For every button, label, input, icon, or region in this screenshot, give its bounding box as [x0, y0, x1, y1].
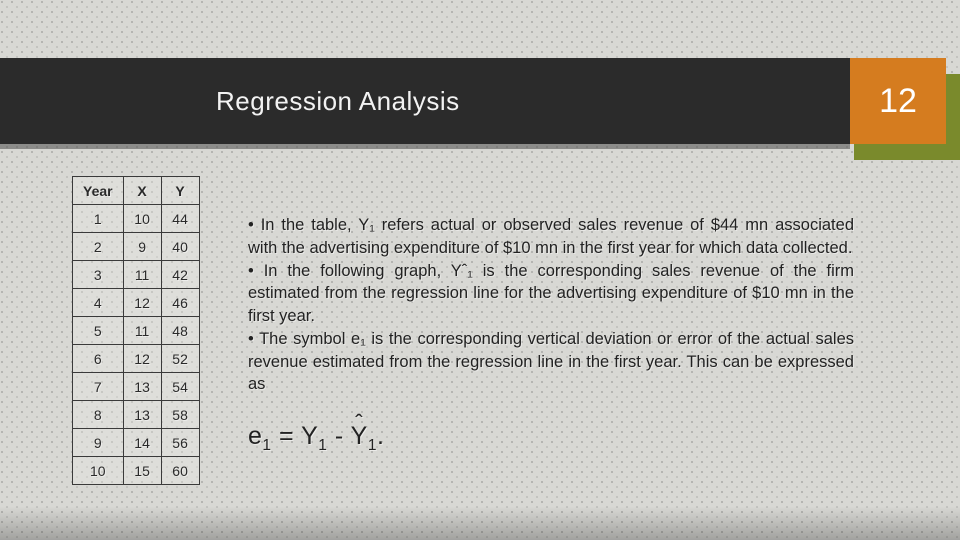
table-cell: 9 — [123, 233, 161, 261]
table-cell: 58 — [161, 401, 199, 429]
table-cell: 4 — [73, 289, 124, 317]
table-row: 2940 — [73, 233, 200, 261]
eq-rhs1-sub: 1 — [318, 437, 327, 454]
table-cell: 52 — [161, 345, 199, 373]
eq-rhs1-var: Y — [301, 422, 318, 450]
table-row: 51148 — [73, 317, 200, 345]
table-row: 91456 — [73, 429, 200, 457]
equation: e1 = Y1 - Y1. — [248, 422, 384, 455]
table-cell: 11 — [123, 261, 161, 289]
table-cell: 10 — [73, 457, 124, 485]
table-cell: 15 — [123, 457, 161, 485]
table-cell: 48 — [161, 317, 199, 345]
table-cell: 46 — [161, 289, 199, 317]
table-row: 61252 — [73, 345, 200, 373]
table-cell: 2 — [73, 233, 124, 261]
page-number: 12 — [879, 82, 917, 121]
table-cell: 12 — [123, 345, 161, 373]
eq-rhs2-var-hat: Y — [351, 422, 368, 450]
table-header-row: Year X Y — [73, 177, 200, 205]
page-number-badge: 12 — [850, 58, 946, 144]
table-cell: 9 — [73, 429, 124, 457]
title-bar: Regression Analysis — [0, 58, 850, 144]
table-row: 81358 — [73, 401, 200, 429]
table-row: 31142 — [73, 261, 200, 289]
table-cell: 40 — [161, 233, 199, 261]
eq-lhs-var: e — [248, 422, 262, 450]
table-cell: 56 — [161, 429, 199, 457]
table-cell: 44 — [161, 205, 199, 233]
table-row: 71354 — [73, 373, 200, 401]
bottom-shadow — [0, 506, 960, 540]
table-row: 11044 — [73, 205, 200, 233]
table-body: 1104429403114241246511486125271354813589… — [73, 205, 200, 485]
table-cell: 14 — [123, 429, 161, 457]
table-cell: 60 — [161, 457, 199, 485]
col-header: Year — [73, 177, 124, 205]
table-cell: 6 — [73, 345, 124, 373]
table-cell: 8 — [73, 401, 124, 429]
table-row: 41246 — [73, 289, 200, 317]
eq-rhs2-sub: 1 — [368, 437, 377, 454]
table-cell: 7 — [73, 373, 124, 401]
body-text: • In the table, Y₁ refers actual or obse… — [248, 214, 854, 396]
table-cell: 13 — [123, 373, 161, 401]
table-cell: 1 — [73, 205, 124, 233]
table-cell: 54 — [161, 373, 199, 401]
table-cell: 13 — [123, 401, 161, 429]
bullet-1: • In the table, Y₁ refers actual or obse… — [248, 214, 854, 260]
col-header: Y — [161, 177, 199, 205]
table-cell: 11 — [123, 317, 161, 345]
slide-title: Regression Analysis — [216, 86, 460, 117]
table-cell: 3 — [73, 261, 124, 289]
eq-lhs-sub: 1 — [262, 437, 271, 454]
table-cell: 42 — [161, 261, 199, 289]
table-cell: 12 — [123, 289, 161, 317]
table-row: 101560 — [73, 457, 200, 485]
table-cell: 10 — [123, 205, 161, 233]
bullet-3: • The symbol e₁ is the corresponding ver… — [248, 328, 854, 396]
table-cell: 5 — [73, 317, 124, 345]
bullet-2: • In the following graph, Yˆ₁ is the cor… — [248, 260, 854, 328]
col-header: X — [123, 177, 161, 205]
data-table: Year X Y 1104429403114241246511486125271… — [72, 176, 200, 485]
